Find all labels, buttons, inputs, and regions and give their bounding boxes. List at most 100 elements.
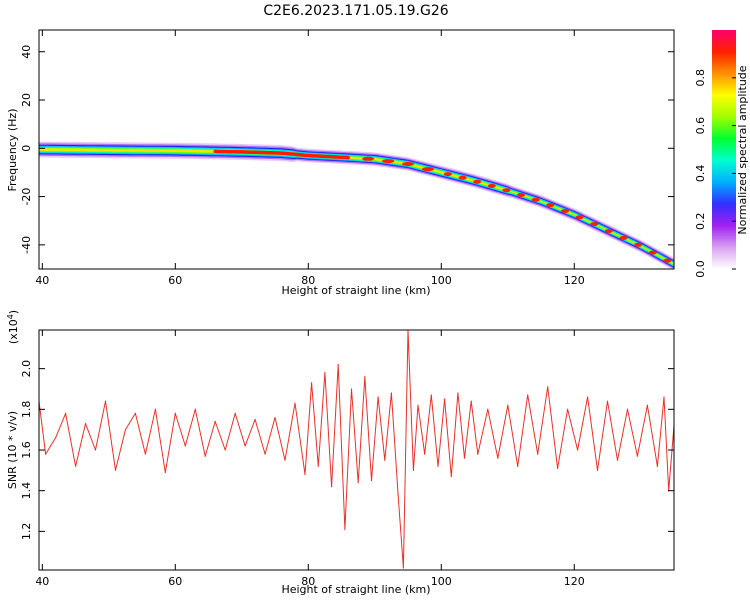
spectrogram-peak-blob bbox=[517, 192, 526, 197]
snr-data-point bbox=[444, 398, 446, 400]
snr-series-line bbox=[39, 330, 674, 569]
snr-data-point bbox=[364, 376, 366, 378]
spectrogram-x-label: Height of straight line (km) bbox=[281, 284, 430, 297]
snr-data-point bbox=[304, 473, 306, 475]
spectrogram-peak-blob bbox=[663, 258, 672, 263]
spectrogram-x-tick-label: 80 bbox=[301, 274, 315, 287]
spectrogram-image bbox=[39, 141, 674, 269]
spectrogram-y-tick-label: 0 bbox=[20, 145, 33, 152]
snr-data-point bbox=[350, 388, 353, 390]
spectrogram-peak-blob bbox=[402, 162, 414, 166]
snr-data-point bbox=[264, 453, 266, 455]
spectrogram-peak-blob bbox=[382, 159, 395, 164]
spectrogram-peak-blob bbox=[531, 197, 540, 202]
snr-y-ticks: 1.2 1.4 1.6 1.8 2.0 bbox=[20, 360, 674, 540]
spectrogram-frame bbox=[38, 29, 675, 270]
spectrogram-y-tick-label: 40 bbox=[20, 45, 33, 59]
snr-data-point bbox=[254, 418, 256, 421]
snr-data-point bbox=[55, 437, 57, 439]
snr-data-point bbox=[567, 408, 569, 410]
snr-data-point bbox=[357, 481, 359, 484]
snr-data-point bbox=[577, 449, 579, 451]
snr-x-tick-label: 40 bbox=[35, 575, 49, 588]
snr-data-point bbox=[463, 457, 466, 459]
snr-data-point bbox=[636, 455, 639, 457]
snr-data-point bbox=[457, 392, 459, 394]
spectrogram-peak-ridge bbox=[213, 149, 350, 160]
snr-data-point bbox=[424, 453, 426, 455]
spectrogram-peak-blob bbox=[648, 250, 657, 255]
spectrogram-peak-blob bbox=[458, 175, 467, 180]
snr-data-point bbox=[596, 469, 599, 471]
snr-data-point bbox=[244, 445, 246, 447]
spectrogram-band-3 bbox=[39, 145, 674, 267]
snr-data-point bbox=[412, 469, 414, 471]
snr-data-point bbox=[616, 459, 619, 461]
snr-y-label: SNR (10 * v/v) bbox=[6, 411, 19, 489]
spectrogram-peak-blob bbox=[634, 242, 643, 247]
snr-data-point bbox=[547, 386, 549, 388]
spectrogram-band-5 bbox=[39, 147, 674, 266]
snr-data-point bbox=[470, 400, 472, 402]
snr-data-point bbox=[587, 396, 589, 398]
snr-data-point bbox=[284, 459, 286, 461]
snr-data-point bbox=[134, 412, 136, 414]
snr-data-point bbox=[184, 445, 186, 447]
spectrogram-peak-blob bbox=[546, 203, 555, 208]
snr-data-point bbox=[311, 382, 313, 384]
snr-data-point bbox=[527, 394, 529, 396]
snr-y-tick-label: 1.2 bbox=[20, 523, 33, 541]
snr-data-point bbox=[477, 453, 479, 455]
snr-data-point bbox=[557, 467, 559, 469]
colorbar-label: Normalized spectral amplitude bbox=[736, 65, 749, 234]
snr-x-label: Height of straight line (km) bbox=[281, 583, 430, 596]
snr-data-point bbox=[626, 408, 629, 410]
colorbar-tick-label: 0.6 bbox=[694, 117, 707, 135]
snr-data-point bbox=[370, 479, 373, 482]
snr-data-point bbox=[344, 528, 346, 530]
snr-data-point bbox=[114, 469, 117, 471]
snr-data-point bbox=[397, 494, 399, 496]
snr-data-point bbox=[417, 404, 419, 406]
snr-data-point bbox=[390, 392, 392, 394]
snr-data-point bbox=[274, 416, 276, 419]
colorbar-tick-label: 0.4 bbox=[694, 165, 707, 183]
spectrogram-peak-blob bbox=[473, 179, 482, 184]
snr-data-point bbox=[430, 394, 432, 396]
spectrogram-y-tick-label: -20 bbox=[20, 188, 33, 206]
snr-data-point bbox=[94, 449, 97, 451]
snr-y-tick-label: 1.6 bbox=[20, 441, 33, 459]
colorbar-scale bbox=[712, 30, 736, 269]
snr-x-tick-label: 60 bbox=[168, 575, 182, 588]
spectrogram-x-tick-label: 40 bbox=[35, 274, 49, 287]
snr-data-point bbox=[234, 412, 236, 414]
colorbar-tick-label: 0.8 bbox=[694, 69, 707, 87]
spectrogram-peak-blob bbox=[502, 188, 511, 193]
snr-data-point bbox=[317, 465, 319, 467]
snr-data-point bbox=[646, 404, 649, 406]
spectrogram-y-ticks: -40 -20 0 20 40 bbox=[20, 45, 674, 254]
snr-frame bbox=[38, 329, 675, 571]
figure-title: C2E6.2023.171.05.19.G26 bbox=[263, 3, 448, 19]
snr-data-point bbox=[124, 429, 126, 431]
snr-data-point bbox=[224, 449, 226, 451]
spectrogram-x-tick-label: 60 bbox=[168, 274, 182, 287]
snr-data-point bbox=[294, 402, 296, 404]
snr-y-tick-label: 2.0 bbox=[20, 360, 33, 378]
snr-data-point bbox=[656, 465, 659, 467]
snr-data-point bbox=[75, 465, 77, 467]
snr-data-point bbox=[104, 400, 107, 402]
spectrogram-peak-blob bbox=[575, 215, 584, 220]
snr-data-point bbox=[214, 420, 216, 423]
snr-data-point bbox=[154, 408, 156, 410]
snr-data-point bbox=[204, 455, 206, 457]
snr-data-point bbox=[537, 453, 539, 455]
snr-data-point bbox=[517, 465, 519, 467]
spectrogram-peak-blob bbox=[362, 156, 375, 161]
spectrogram-x-tick-label: 120 bbox=[564, 274, 585, 287]
spectrogram-band-6 bbox=[39, 148, 674, 265]
snr-data-point bbox=[402, 567, 404, 569]
snr-data-point bbox=[606, 400, 609, 402]
snr-y-tick-label: 1.4 bbox=[20, 482, 33, 500]
